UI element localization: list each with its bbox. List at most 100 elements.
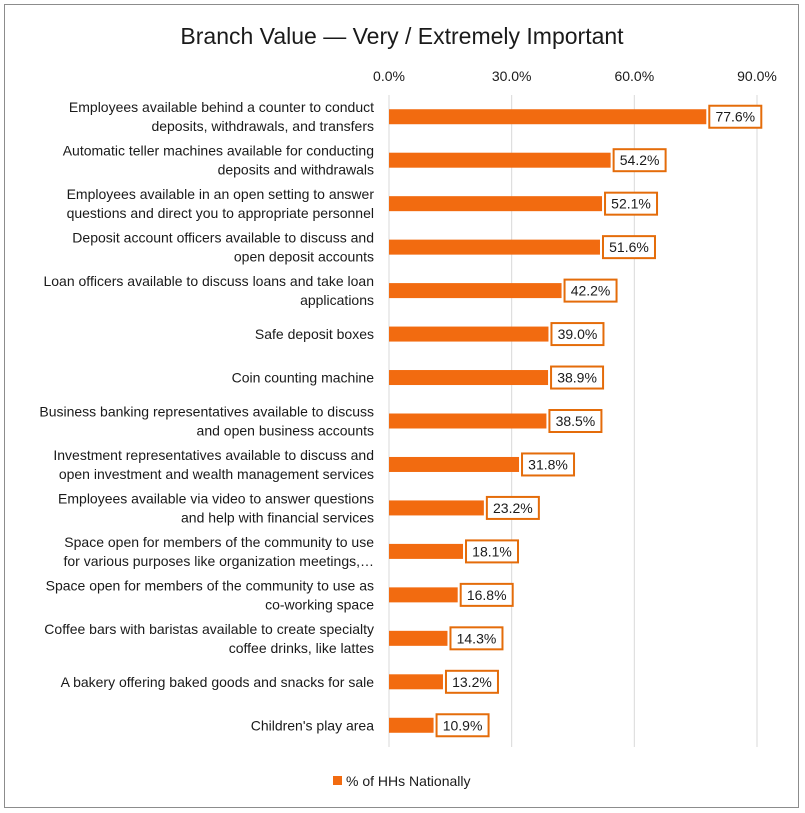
bar xyxy=(389,456,520,472)
bar xyxy=(389,543,464,559)
data-label-box xyxy=(548,409,603,433)
x-tick-label: 60.0% xyxy=(614,68,654,84)
category-label-line: deposits, withdrawals, and transfers xyxy=(151,118,374,134)
data-label: 31.8% xyxy=(528,456,568,472)
category-label-line: Deposit account officers available to di… xyxy=(72,230,374,246)
data-label-box xyxy=(563,278,618,303)
data-label: 14.3% xyxy=(457,630,497,646)
data-label-box xyxy=(435,713,490,738)
x-axis-ticks: 0.0% 30.0% 60.0% 90.0% xyxy=(373,68,777,84)
bars xyxy=(389,109,707,733)
category-label: Employees available via video to answer … xyxy=(58,490,374,525)
data-label: 13.2% xyxy=(452,674,492,690)
category-label-line: Children's play area xyxy=(251,717,375,733)
category-label-line: deposits and withdrawals xyxy=(218,162,374,178)
bar xyxy=(389,370,549,386)
chart-frame xyxy=(4,4,799,808)
category-label-line: for various purposes like organization m… xyxy=(64,553,375,569)
data-label-box xyxy=(550,322,605,347)
data-label: 52.1% xyxy=(611,196,651,212)
bar xyxy=(389,152,611,168)
data-label: 38.9% xyxy=(557,370,597,386)
x-tick-label: 30.0% xyxy=(492,68,532,84)
data-label: 42.2% xyxy=(571,283,611,299)
legend: % of HHs Nationally xyxy=(333,773,471,789)
data-label: 51.6% xyxy=(609,239,649,255)
category-label: Space open for members of the community … xyxy=(64,534,375,569)
category-label-line: Space open for members of the community … xyxy=(46,577,374,593)
category-label: Automatic teller machines available for … xyxy=(63,143,374,178)
category-label: Investment representatives available to … xyxy=(53,447,374,482)
category-label: Children's play area xyxy=(251,717,375,733)
category-label-line: Business banking representatives availab… xyxy=(39,404,374,420)
category-label: Deposit account officers available to di… xyxy=(72,230,374,265)
x-tick-label: 0.0% xyxy=(373,68,405,84)
bar xyxy=(389,587,458,603)
data-label-box xyxy=(550,365,605,390)
category-label-line: Investment representatives available to … xyxy=(53,447,374,463)
category-label-line: Employees available via video to answer … xyxy=(58,490,374,506)
category-label-line: Employees available in an open setting t… xyxy=(67,186,375,202)
data-label-box xyxy=(459,582,514,607)
category-label-line: A bakery offering baked goods and snacks… xyxy=(61,674,375,690)
category-label-line: open deposit accounts xyxy=(234,249,374,265)
category-label-line: Coffee bars with baristas available to c… xyxy=(44,621,374,637)
category-label: Coffee bars with baristas available to c… xyxy=(44,621,374,656)
data-label-box xyxy=(444,669,499,694)
data-label: 23.2% xyxy=(493,500,533,516)
data-label: 18.1% xyxy=(472,543,512,559)
category-label: A bakery offering baked goods and snacks… xyxy=(61,674,375,690)
legend-label: % of HHs Nationally xyxy=(346,773,471,789)
data-label-box xyxy=(604,191,659,216)
category-label: Business banking representatives availab… xyxy=(39,404,374,439)
data-labels: 77.6% 54.2% 52.1% 51.6% 42.2% 39.0% 38.9% 38.5%… xyxy=(435,104,763,738)
category-label-line: coffee drinks, like lattes xyxy=(229,640,374,656)
data-label: 54.2% xyxy=(620,152,660,168)
category-labels: Employees available behind a counter to … xyxy=(39,99,374,733)
legend-swatch xyxy=(333,776,342,785)
data-label-box xyxy=(449,626,504,651)
bar xyxy=(389,717,434,733)
category-label-line: questions and direct you to appropriate … xyxy=(67,205,374,221)
category-label: Coin counting machine xyxy=(232,370,375,386)
bar xyxy=(389,413,547,429)
data-label: 10.9% xyxy=(443,717,483,733)
bar xyxy=(389,630,448,646)
bar xyxy=(389,326,549,342)
category-label: Loan officers available to discuss loans… xyxy=(43,273,374,308)
data-label: 77.6% xyxy=(715,109,755,125)
data-label-box xyxy=(465,539,520,564)
category-label-line: and help with financial services xyxy=(181,509,374,525)
category-label: Employees available in an open setting t… xyxy=(67,186,375,221)
data-label-box xyxy=(612,148,667,173)
category-label-line: Safe deposit boxes xyxy=(255,326,374,342)
data-label-box xyxy=(708,104,763,129)
data-label: 38.5% xyxy=(556,413,596,429)
category-label-line: applications xyxy=(300,292,374,308)
category-label-line: Coin counting machine xyxy=(232,370,375,386)
chart-title: Branch Value — Very / Extremely Importan… xyxy=(180,23,624,49)
category-label-line: Loan officers available to discuss loans… xyxy=(43,273,374,289)
data-label: 39.0% xyxy=(558,326,598,342)
category-label-line: open investment and wealth management se… xyxy=(59,466,374,482)
bar xyxy=(389,196,603,212)
bar xyxy=(389,674,443,690)
bar xyxy=(389,500,484,516)
category-label: Employees available behind a counter to … xyxy=(69,99,374,134)
bar xyxy=(389,283,562,299)
category-label-line: Automatic teller machines available for … xyxy=(63,143,374,159)
bar xyxy=(389,109,707,125)
bar xyxy=(389,239,600,255)
category-label-line: Space open for members of the community … xyxy=(64,534,374,550)
data-label-box xyxy=(601,235,656,260)
data-label-box xyxy=(521,452,576,477)
category-label: Space open for members of the community … xyxy=(46,577,375,612)
x-tick-label: 90.0% xyxy=(737,68,777,84)
data-label: 16.8% xyxy=(467,587,507,603)
category-label: Safe deposit boxes xyxy=(255,326,374,342)
category-label-line: Employees available behind a counter to … xyxy=(69,99,374,115)
data-label-box xyxy=(485,495,540,520)
category-label-line: and open business accounts xyxy=(197,423,374,439)
category-label-line: co-working space xyxy=(265,596,374,612)
